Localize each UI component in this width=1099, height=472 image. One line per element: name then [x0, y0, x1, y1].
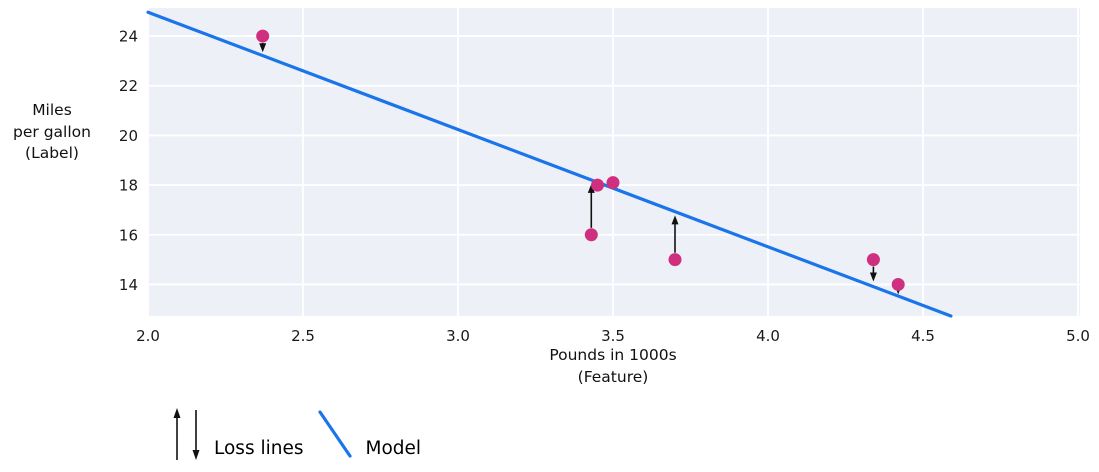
- data-point: [668, 253, 682, 267]
- model-line: [146, 10, 953, 318]
- x-tick-label: 5.0: [1066, 327, 1090, 345]
- x-tick-label: 3.0: [446, 327, 470, 345]
- loss-lines-arrows-icon: [173, 408, 200, 460]
- data-point: [584, 228, 598, 242]
- y-axis-label-line: (Label): [25, 144, 79, 162]
- x-axis-label-line: (Feature): [577, 368, 649, 386]
- x-tick-label: 4.0: [756, 327, 780, 345]
- y-axis-label: Miles per gallon (Label): [2, 100, 102, 165]
- data-point: [866, 253, 880, 267]
- y-tick-label: 18: [119, 177, 138, 195]
- y-tick-label: 14: [119, 276, 138, 294]
- legend: Loss lines Model: [165, 404, 421, 462]
- loss-arrow-head: [587, 183, 595, 193]
- legend-label-model: Model: [365, 437, 422, 459]
- y-tick-label: 24: [119, 28, 138, 46]
- legend-label-loss-lines: Loss lines: [214, 437, 304, 459]
- data-point: [606, 176, 620, 190]
- y-axis-label-line: per gallon: [13, 122, 91, 141]
- data-point: [891, 277, 905, 291]
- data-point: [256, 29, 270, 43]
- data-point: [591, 178, 604, 192]
- loss-arrow-head: [671, 215, 679, 225]
- loss-arrow-head: [869, 272, 877, 282]
- y-tick-label: 22: [119, 77, 138, 95]
- y-axis-label-line: Miles: [32, 101, 72, 119]
- plot-area: [148, 8, 1080, 316]
- y-tick-label: 16: [119, 226, 138, 244]
- x-tick-label: 4.5: [911, 327, 935, 345]
- loss-arrow-head: [259, 43, 267, 53]
- x-axis-label: Pounds in 1000s (Feature): [463, 344, 763, 388]
- x-tick-label: 3.5: [601, 327, 625, 345]
- x-tick-label: 2.0: [136, 327, 160, 345]
- x-tick-label: 2.5: [291, 327, 315, 345]
- model-line-icon: [318, 410, 353, 458]
- chart-canvas: 2.0 2.5 3.0 3.5 4.0 4.5 5.0 14 16 18 20 22 24: [119, 8, 1090, 345]
- x-axis-label-line: Pounds in 1000s: [549, 346, 677, 364]
- y-tick-label: 20: [119, 127, 138, 145]
